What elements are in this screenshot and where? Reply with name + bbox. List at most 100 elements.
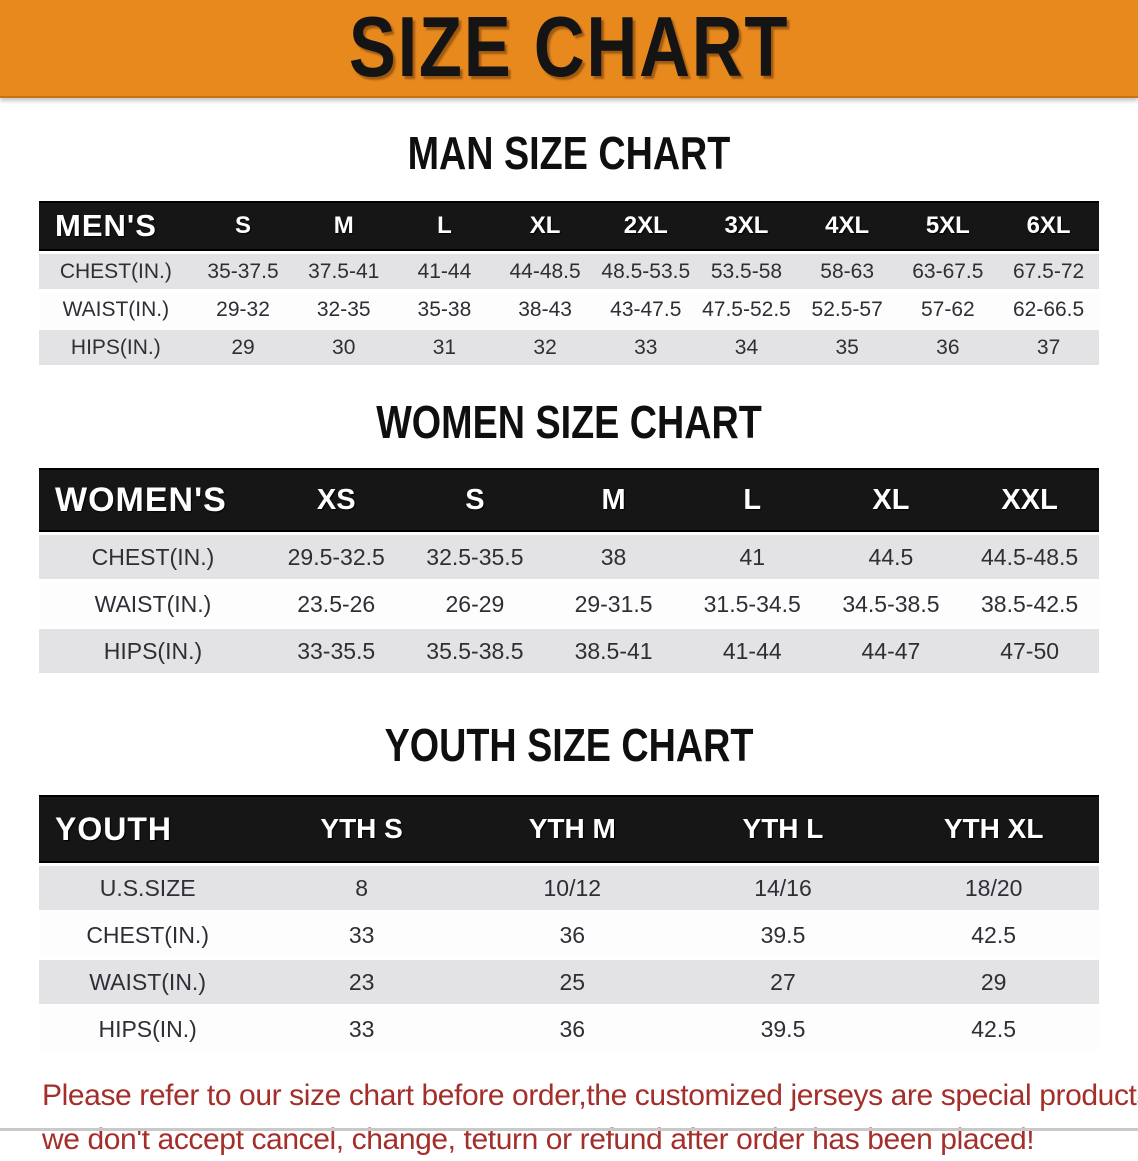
cell-value: 42.5 — [888, 1007, 1099, 1051]
cell-value: 33-35.5 — [267, 629, 406, 673]
column-header: M — [293, 201, 394, 251]
column-header: 2XL — [595, 201, 696, 251]
column-header: M — [544, 468, 683, 532]
cell-value: 57-62 — [898, 292, 999, 327]
cell-value: 32.5-35.5 — [406, 535, 545, 579]
size-chart-banner: SIZE CHART — [0, 0, 1138, 98]
row-label: CHEST(IN.) — [39, 913, 256, 957]
cell-value: 33 — [256, 913, 467, 957]
cell-value: 33 — [595, 330, 696, 365]
cell-value: 29 — [193, 330, 294, 365]
cell-value: 36 — [467, 913, 678, 957]
cell-value: 14/16 — [678, 866, 889, 910]
cell-value: 34 — [696, 330, 797, 365]
cell-value: 37 — [998, 330, 1099, 365]
cell-value: 26-29 — [406, 582, 545, 626]
cell-value: 31.5-34.5 — [683, 582, 822, 626]
cell-value: 38 — [544, 535, 683, 579]
cell-value: 63-67.5 — [898, 254, 999, 289]
cell-value: 32 — [495, 330, 596, 365]
cell-value: 38-43 — [495, 292, 596, 327]
cell-value: 67.5-72 — [998, 254, 1099, 289]
cell-value: 23.5-26 — [267, 582, 406, 626]
column-header: 5XL — [898, 201, 999, 251]
row-label: HIPS(IN.) — [39, 330, 193, 365]
table-title: MEN'S — [39, 201, 193, 251]
cell-value: 38.5-42.5 — [960, 582, 1099, 626]
cell-value: 44-47 — [822, 629, 961, 673]
row-label: WAIST(IN.) — [39, 582, 267, 626]
column-header: 4XL — [797, 201, 898, 251]
column-header: 6XL — [998, 201, 1099, 251]
column-header: YTH L — [678, 795, 889, 863]
row-label: CHEST(IN.) — [39, 535, 267, 579]
cell-value: 48.5-53.5 — [595, 254, 696, 289]
table-title: WOMEN'S — [39, 468, 267, 532]
cell-value: 31 — [394, 330, 495, 365]
cell-value: 36 — [467, 1007, 678, 1051]
column-header: L — [394, 201, 495, 251]
cell-value: 47.5-52.5 — [696, 292, 797, 327]
column-header: 3XL — [696, 201, 797, 251]
cell-value: 23 — [256, 960, 467, 1004]
cell-value: 44.5-48.5 — [960, 535, 1099, 579]
table-title: YOUTH — [39, 795, 256, 863]
row-label: HIPS(IN.) — [39, 629, 267, 673]
cell-value: 30 — [293, 330, 394, 365]
column-header: XL — [822, 468, 961, 532]
column-header: S — [193, 201, 294, 251]
cell-value: 36 — [898, 330, 999, 365]
cell-value: 53.5-58 — [696, 254, 797, 289]
cell-value: 29-32 — [193, 292, 294, 327]
bottom-divider — [0, 1128, 1138, 1131]
column-header: XXL — [960, 468, 1099, 532]
row-label: CHEST(IN.) — [39, 254, 193, 289]
women-section-heading: WOMEN SIZE CHART — [102, 399, 1035, 445]
cell-value: 35 — [797, 330, 898, 365]
cell-value: 10/12 — [467, 866, 678, 910]
column-header: S — [406, 468, 545, 532]
cell-value: 35.5-38.5 — [406, 629, 545, 673]
cell-value: 35-38 — [394, 292, 495, 327]
cell-value: 29.5-32.5 — [267, 535, 406, 579]
cell-value: 41-44 — [394, 254, 495, 289]
cell-value: 38.5-41 — [544, 629, 683, 673]
row-label: WAIST(IN.) — [39, 960, 256, 1004]
column-header: YTH XL — [888, 795, 1099, 863]
cell-value: 35-37.5 — [193, 254, 294, 289]
cell-value: 42.5 — [888, 913, 1099, 957]
cell-value: 47-50 — [960, 629, 1099, 673]
banner-title: SIZE CHART — [349, 0, 789, 97]
cell-value: 8 — [256, 866, 467, 910]
column-header: YTH S — [256, 795, 467, 863]
column-header: L — [683, 468, 822, 532]
cell-value: 41-44 — [683, 629, 822, 673]
row-label: HIPS(IN.) — [39, 1007, 256, 1051]
cell-value: 34.5-38.5 — [822, 582, 961, 626]
cell-value: 52.5-57 — [797, 292, 898, 327]
men-section-heading: MAN SIZE CHART — [102, 130, 1035, 176]
column-header: XS — [267, 468, 406, 532]
cell-value: 39.5 — [678, 1007, 889, 1051]
row-label: WAIST(IN.) — [39, 292, 193, 327]
row-label: U.S.SIZE — [39, 866, 256, 910]
cell-value: 62-66.5 — [998, 292, 1099, 327]
cell-value: 58-63 — [797, 254, 898, 289]
cell-value: 39.5 — [678, 913, 889, 957]
